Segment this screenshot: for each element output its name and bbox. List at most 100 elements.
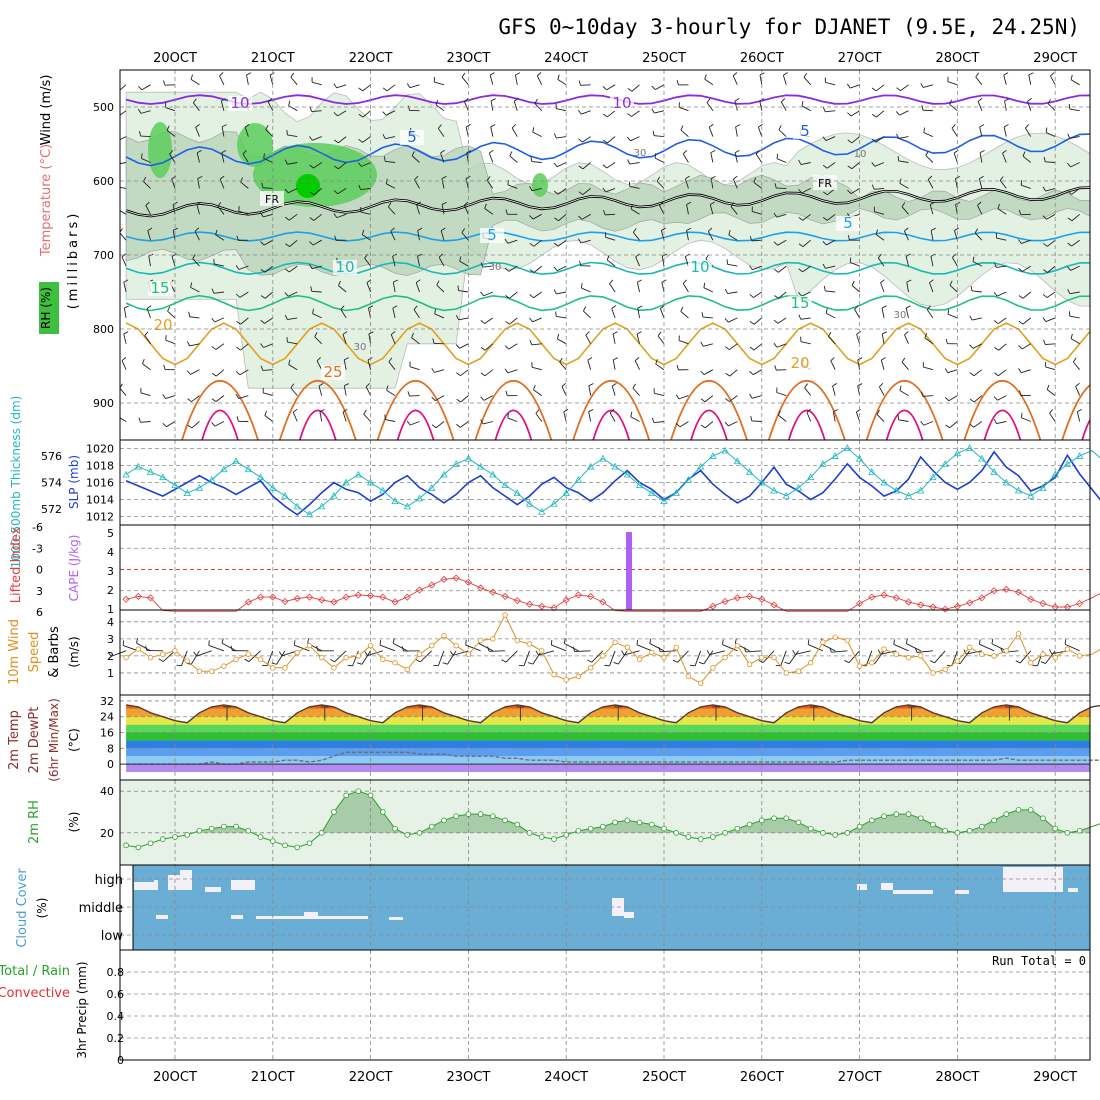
wind-barb-flag	[1018, 368, 1022, 373]
contour-label: 5	[407, 128, 417, 146]
rh-marker	[856, 823, 863, 830]
wind-barb	[533, 291, 543, 299]
wind-barb	[865, 650, 873, 666]
wind-barb-flag	[659, 201, 664, 206]
wind-barb-flag	[235, 394, 240, 399]
rh-contour-label: 30	[894, 310, 907, 321]
wind-barb-flag	[833, 409, 839, 413]
wind-barb	[1096, 137, 1100, 143]
isotherm-temp_m25	[963, 379, 1042, 440]
wind-barb-flag	[121, 357, 127, 361]
wind-barb	[1071, 213, 1080, 222]
li-marker	[1027, 595, 1035, 603]
wind-barb-flag	[651, 85, 656, 90]
wind-barb-flag	[437, 124, 442, 129]
wind-barb	[922, 395, 933, 397]
wind-barb	[145, 205, 151, 215]
wind-barb-flag	[851, 280, 855, 286]
wind-barb-flag	[654, 153, 657, 159]
wind-barb	[409, 395, 420, 397]
wind-barb-flag	[899, 385, 902, 391]
wind-barb-flag	[927, 175, 933, 180]
wind-barb-flag	[725, 398, 730, 402]
thickness-marker	[929, 473, 937, 481]
wind-barb	[1046, 389, 1056, 396]
thickness-marker	[525, 499, 534, 507]
wind-barb-flag	[698, 661, 704, 665]
wind-barb-flag	[577, 109, 582, 115]
wind-barb	[660, 650, 677, 653]
wind-barb	[190, 286, 200, 293]
cloud-block	[881, 883, 893, 890]
thickness-marker	[550, 499, 558, 507]
wind-barb	[1022, 155, 1032, 163]
wind-speed-marker	[343, 654, 349, 661]
isotherm-temp_m30	[885, 409, 924, 440]
wind-barb	[951, 650, 958, 666]
wind-barb	[623, 650, 640, 656]
wind-barb-flag	[732, 72, 738, 77]
wind-barb	[557, 239, 567, 247]
wind-barb	[998, 369, 1007, 377]
wind-barb-flag	[969, 315, 973, 321]
wind-speed-marker	[380, 656, 386, 663]
temp-band	[126, 708, 1090, 717]
wind-barb	[710, 152, 714, 163]
wind-barb	[388, 361, 396, 370]
wind-barb-flag	[749, 346, 755, 351]
rh-marker	[942, 827, 948, 834]
wind-barb-flag	[1067, 190, 1072, 195]
wind-barb-flag	[827, 331, 832, 337]
wind-speed-marker	[612, 639, 618, 645]
wind-barb-flag	[876, 409, 880, 415]
wind-barb	[435, 104, 445, 112]
thickness-marker	[208, 476, 216, 483]
wind-barb	[509, 291, 518, 299]
wind-barb	[288, 364, 298, 371]
contour-label-bg	[793, 124, 817, 139]
wind-barb-flag	[822, 107, 826, 113]
wind-barb-flag	[994, 347, 999, 351]
wind-speed-marker	[160, 651, 166, 657]
wind-speed-marker	[282, 665, 288, 671]
wind-barb	[850, 110, 860, 117]
wind-barb-flag	[578, 165, 584, 170]
rh-high-fill	[193, 791, 1090, 833]
wind-barb	[636, 333, 640, 344]
wind-barb	[855, 411, 861, 422]
thickness-marker	[293, 502, 301, 510]
rh-marker	[331, 809, 337, 815]
wind-barb-flag	[290, 72, 295, 78]
wind-barb-flag	[456, 372, 461, 377]
wind-barb-flag	[145, 201, 150, 206]
wind-barb	[312, 313, 322, 319]
wind-barb-flag	[724, 288, 728, 294]
wind-barb	[702, 316, 713, 319]
wind-barb	[242, 153, 249, 163]
x-tick-label-bottom: 29OCT	[1033, 1070, 1077, 1085]
wind-barb-flag	[904, 331, 909, 336]
wind-barb-flag	[905, 253, 911, 257]
wind-barb-flag	[627, 159, 631, 165]
wind-barb-flag	[440, 149, 445, 154]
wind-barb	[707, 231, 714, 241]
rh-marker	[416, 830, 423, 836]
wind-barb	[513, 101, 518, 111]
wind-barb	[458, 317, 469, 321]
wind-barb-flag	[924, 333, 928, 339]
wind-barb	[171, 178, 176, 189]
wind-speed-marker	[233, 656, 239, 663]
wind-barb	[240, 343, 249, 351]
wind-barb	[953, 152, 958, 163]
wind-barb-flag	[1042, 293, 1048, 298]
wind-barb-flag	[553, 133, 557, 139]
wind-barb	[704, 421, 714, 429]
wind-barb	[123, 307, 127, 318]
wind-speed-marker	[832, 634, 838, 640]
wind-barb-flag	[344, 383, 349, 387]
li-marker	[856, 599, 864, 608]
wind-barb	[727, 263, 738, 267]
wind-barb	[971, 317, 982, 321]
